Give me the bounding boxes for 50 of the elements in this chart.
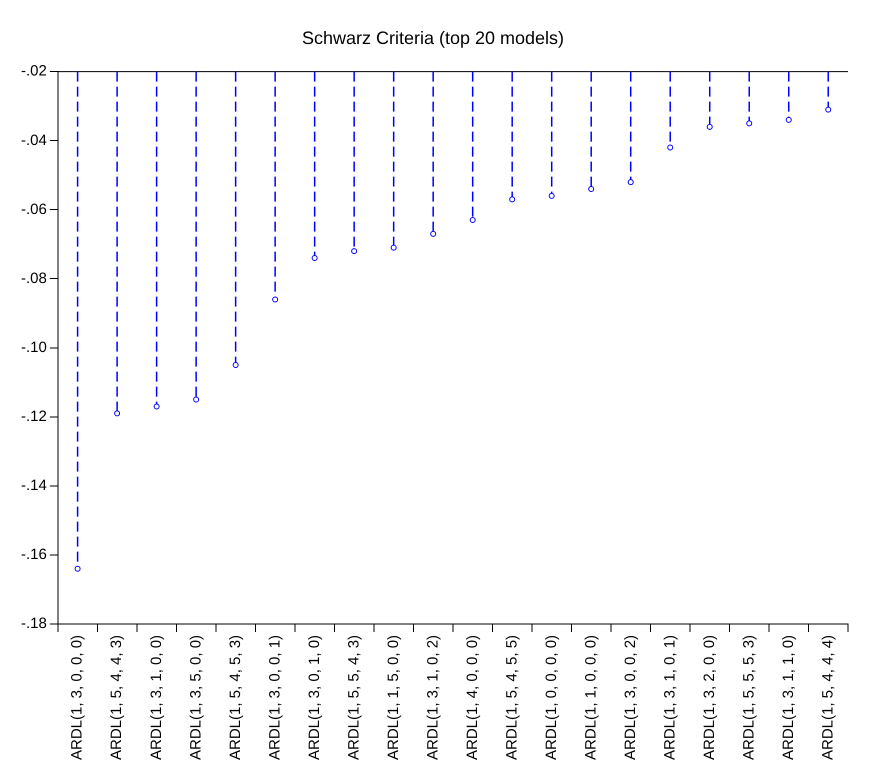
x-tick-label: ARDL(1, 5, 4, 4, 3) bbox=[108, 634, 126, 760]
y-tick-label: -.18 bbox=[20, 615, 47, 632]
x-tick-label: ARDL(1, 0, 0, 0, 0) bbox=[542, 634, 560, 760]
point bbox=[588, 186, 594, 192]
point bbox=[390, 244, 397, 251]
x-tick-label: ARDL(1, 5, 4, 5, 3) bbox=[226, 634, 244, 760]
point bbox=[154, 403, 160, 410]
point bbox=[114, 410, 120, 416]
x-tick-label: ARDL(1, 3, 0, 0, 1) bbox=[266, 634, 284, 760]
y-tick-label: -.12 bbox=[20, 408, 47, 425]
point bbox=[628, 179, 634, 186]
chart-title: Schwarz Criteria (top 20 models) bbox=[302, 28, 564, 48]
point bbox=[232, 362, 239, 368]
point bbox=[706, 124, 713, 130]
y-tick-label: -.16 bbox=[20, 546, 47, 564]
point bbox=[825, 106, 832, 113]
y-tick-label: -.04 bbox=[20, 132, 47, 149]
x-tick-label: ARDL(1, 5, 5, 4, 3) bbox=[345, 634, 362, 760]
x-tick-label: ARDL(1, 3, 0, 1, 0) bbox=[306, 634, 323, 760]
y-tick-label: -.10 bbox=[20, 338, 47, 356]
x-tick-label: ARDL(1, 1, 5, 0, 0) bbox=[384, 634, 402, 760]
point bbox=[746, 120, 752, 126]
point bbox=[667, 144, 674, 151]
point bbox=[786, 116, 792, 123]
y-tick-label: -.08 bbox=[20, 270, 47, 287]
x-tick-label: ARDL(1, 5, 5, 5, 3) bbox=[740, 634, 758, 760]
point bbox=[272, 296, 278, 302]
x-tick-label: ARDL(1, 3, 1, 0, 2) bbox=[424, 634, 442, 760]
point bbox=[430, 230, 436, 237]
y-tick-label: -.14 bbox=[20, 477, 47, 494]
y-tick-label: -.06 bbox=[20, 200, 47, 218]
point bbox=[351, 248, 358, 254]
x-tick-label: ARDL(1, 3, 0, 0, 2) bbox=[622, 634, 639, 760]
x-tick-label: ARDL(1, 3, 0, 0, 0) bbox=[68, 634, 86, 760]
x-tick-label: ARDL(1, 5, 4, 4, 4) bbox=[819, 634, 836, 760]
x-tick-label: ARDL(1, 3, 1, 0, 1) bbox=[661, 634, 678, 760]
x-tick-label: ARDL(1, 4, 0, 0, 0) bbox=[464, 634, 481, 760]
x-tick-label: ARDL(1, 1, 0, 0, 0) bbox=[582, 634, 600, 760]
y-tick-label: -.02 bbox=[20, 62, 47, 80]
x-tick-label: ARDL(1, 3, 2, 0, 0) bbox=[700, 634, 718, 760]
x-tick-label: ARDL(1, 5, 4, 5, 5) bbox=[503, 634, 520, 760]
x-tick-label: ARDL(1, 3, 5, 0, 0) bbox=[187, 634, 204, 760]
point bbox=[470, 217, 476, 224]
point bbox=[74, 566, 81, 572]
point bbox=[509, 196, 516, 202]
x-tick-label: ARDL(1, 3, 1, 1, 0) bbox=[780, 634, 797, 760]
point bbox=[193, 396, 200, 403]
point bbox=[548, 192, 555, 199]
point bbox=[312, 255, 318, 262]
x-tick-label: ARDL(1, 3, 1, 0, 0) bbox=[148, 634, 165, 760]
